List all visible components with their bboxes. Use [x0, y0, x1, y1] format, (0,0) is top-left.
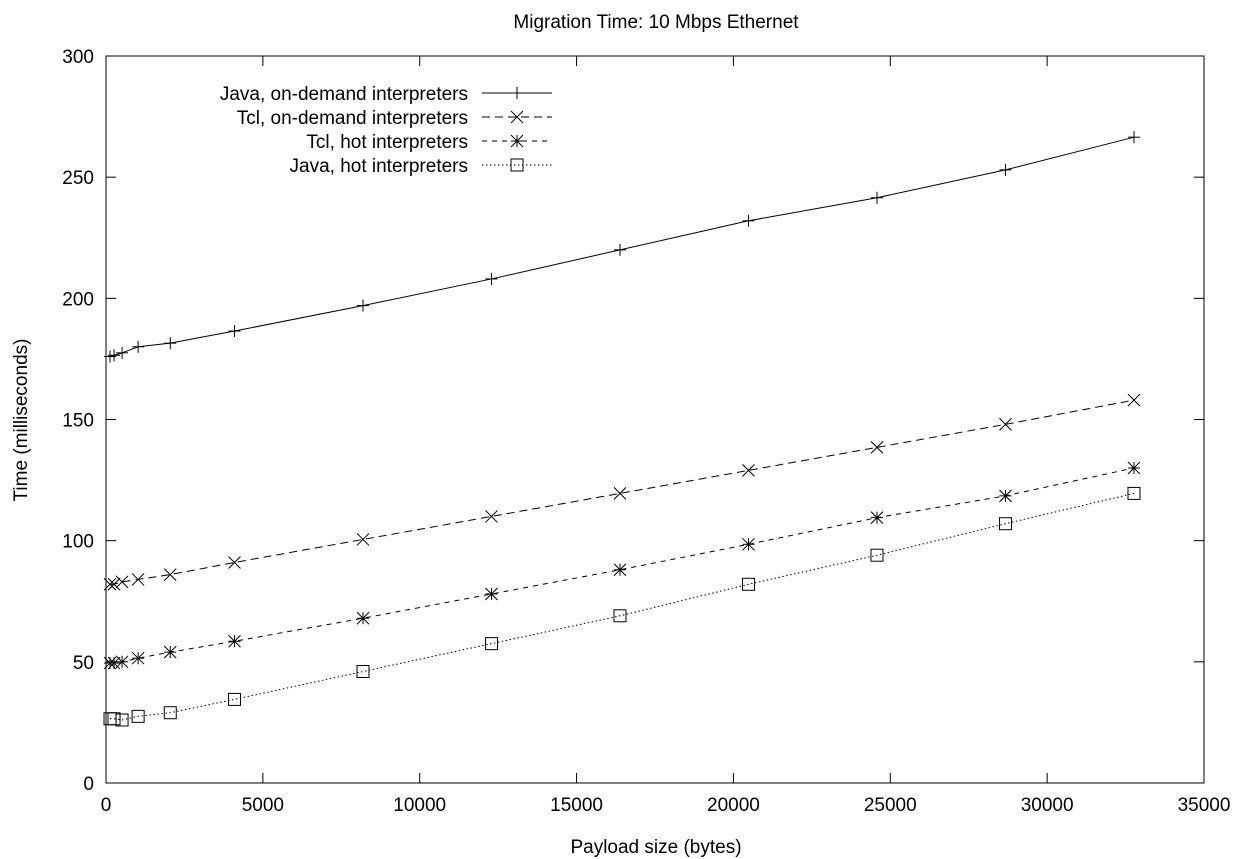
data-point	[1127, 131, 1140, 144]
data-point	[742, 537, 755, 551]
legend-marker	[510, 158, 524, 172]
data-point	[115, 575, 129, 589]
data-point	[131, 709, 145, 723]
data-point	[613, 243, 626, 256]
data-point	[998, 517, 1012, 531]
data-point	[356, 533, 370, 546]
data-point	[1127, 486, 1141, 500]
data-point	[485, 272, 498, 285]
data-point	[228, 634, 241, 648]
series-line	[110, 467, 1135, 664]
data-point	[870, 191, 883, 204]
data-point	[163, 645, 177, 659]
legend-item: Tcl, on-demand interpreters	[237, 108, 552, 129]
data-point	[227, 692, 241, 706]
data-point	[163, 568, 177, 581]
x-tick-label: 35000	[1178, 795, 1231, 816]
data-point	[485, 587, 498, 601]
data-point	[741, 577, 755, 591]
x-axis: 0 5000 10000 15000 20000 25000 30000 35000	[101, 56, 1231, 816]
data-point	[613, 487, 627, 500]
data-point	[107, 656, 121, 670]
data-point	[115, 655, 129, 669]
data-point	[116, 346, 129, 359]
legend-marker	[510, 134, 524, 148]
data-point	[115, 713, 129, 727]
data-point	[870, 511, 884, 524]
data-point	[870, 441, 884, 454]
y-axis: 0 50 100 150 200 250 300	[62, 47, 1204, 795]
y-tick-label: 250	[62, 168, 94, 189]
y-tick-label: 0	[83, 774, 94, 795]
series-2	[103, 393, 1141, 591]
legend-label: Java, on-demand interpreters	[220, 84, 468, 105]
data-point	[999, 417, 1012, 431]
data-point	[870, 548, 884, 562]
data-point	[228, 556, 241, 569]
legend-marker	[510, 110, 524, 124]
x-tick-label: 20000	[707, 795, 760, 816]
data-point	[131, 573, 145, 586]
series-3	[103, 461, 1141, 670]
data-point	[356, 665, 370, 679]
data-point	[164, 337, 177, 350]
legend-item: Tcl, hot interpreters	[306, 132, 552, 153]
series-layer	[103, 131, 1141, 727]
data-point	[107, 577, 121, 591]
x-tick-label: 30000	[1021, 795, 1074, 816]
y-axis-title: Time (milliseconds)	[11, 339, 32, 502]
y-tick-label: 300	[62, 47, 94, 68]
legend: Java, on-demand interpreters Tcl, on-dema…	[220, 84, 552, 177]
data-point	[356, 299, 369, 312]
legend-marker	[511, 87, 523, 99]
legend-item: Java, hot interpreters	[290, 156, 552, 177]
data-point	[228, 325, 241, 338]
data-point	[742, 214, 755, 227]
data-point	[131, 651, 145, 665]
data-point	[103, 577, 117, 591]
legend-label: Java, hot interpreters	[290, 156, 468, 177]
y-tick-label: 50	[73, 653, 94, 674]
series-1	[104, 131, 1140, 363]
data-point	[613, 609, 627, 623]
legend-label: Tcl, hot interpreters	[306, 132, 468, 153]
data-point	[1127, 461, 1141, 475]
x-tick-label: 25000	[864, 795, 917, 816]
data-point	[484, 637, 498, 651]
series-line	[110, 492, 1135, 721]
data-point	[132, 340, 145, 353]
series-line	[109, 136, 1135, 357]
plot-frame	[105, 55, 1205, 784]
data-point	[163, 706, 177, 720]
series-4	[103, 486, 1141, 727]
x-axis-title: Payload size (bytes)	[570, 837, 741, 858]
x-tick-label: 5000	[242, 795, 284, 816]
series-line	[110, 399, 1135, 585]
data-point	[356, 611, 370, 625]
x-tick-label: 0	[101, 795, 112, 816]
y-tick-label: 200	[62, 289, 94, 310]
data-point	[108, 349, 121, 362]
y-tick-label: 100	[62, 532, 94, 553]
data-point	[107, 712, 121, 726]
data-point	[999, 489, 1012, 503]
x-tick-label: 15000	[550, 795, 603, 816]
data-point	[1127, 393, 1141, 407]
data-point	[999, 163, 1012, 176]
chart-title: Migration Time: 10 Mbps Ethernet	[513, 12, 799, 33]
legend-label: Tcl, on-demand interpreters	[237, 108, 468, 129]
data-point	[613, 563, 627, 577]
legend-item: Java, on-demand interpreters	[220, 84, 552, 105]
x-tick-label: 10000	[393, 795, 446, 816]
y-tick-label: 150	[62, 411, 94, 432]
data-point	[742, 464, 755, 477]
data-point	[485, 510, 498, 523]
